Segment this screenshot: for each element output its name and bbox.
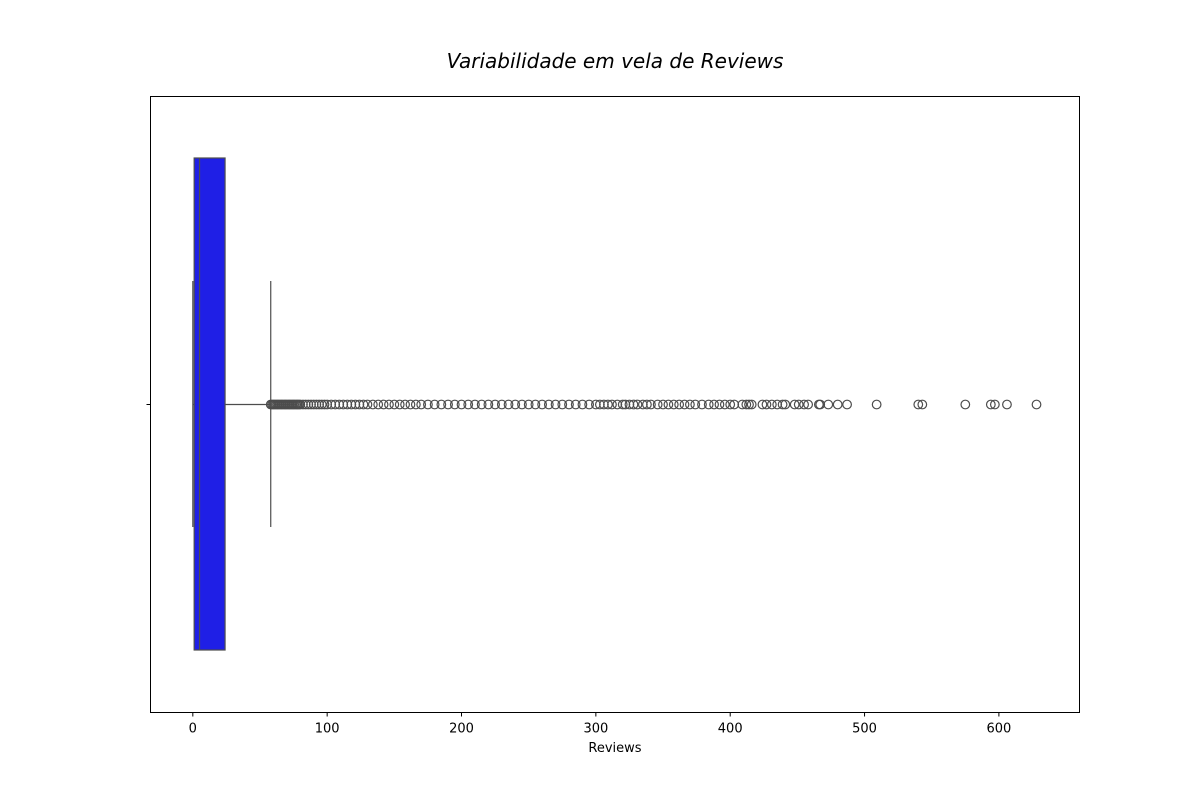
outlier-point xyxy=(449,399,460,410)
outlier-point xyxy=(496,399,507,410)
plot-area xyxy=(192,157,1042,651)
outlier-point xyxy=(714,399,725,410)
outlier-point xyxy=(757,399,768,410)
outlier-point xyxy=(510,399,521,410)
outlier-point xyxy=(628,399,639,410)
outlier-point xyxy=(577,399,588,410)
outlier-point xyxy=(1002,399,1012,410)
outlier-point xyxy=(316,399,327,410)
outlier-point xyxy=(789,399,800,410)
outlier-point xyxy=(684,399,695,410)
outlier-point xyxy=(607,399,617,410)
outlier-point xyxy=(652,399,663,410)
outlier-point xyxy=(799,399,809,410)
outlier-point xyxy=(668,399,679,410)
x-tick-label: 500 xyxy=(852,722,877,737)
outlier-point xyxy=(530,399,541,410)
x-tick-label: 600 xyxy=(986,722,1011,737)
outlier-point xyxy=(358,399,369,410)
outlier-point xyxy=(658,399,668,410)
outlier-point xyxy=(603,399,613,410)
outlier-point xyxy=(517,399,527,410)
outlier-point xyxy=(690,399,701,410)
outlier-point xyxy=(617,399,628,410)
outlier-point xyxy=(917,399,928,410)
outlier-point xyxy=(989,399,1000,410)
outlier-point xyxy=(823,399,834,410)
outlier-point xyxy=(416,399,427,410)
outlier-point xyxy=(463,399,474,410)
outlier-point xyxy=(913,399,924,410)
outlier-point xyxy=(679,399,690,410)
x-tick-label: 300 xyxy=(583,722,608,737)
x-tick-label: 100 xyxy=(315,722,340,737)
outlier-point xyxy=(550,399,561,410)
x-axis-title: Reviews xyxy=(588,741,641,756)
outlier-point xyxy=(725,399,736,410)
outlier-point xyxy=(871,399,882,410)
outlier-point xyxy=(766,399,777,410)
x-tick-label: 200 xyxy=(449,722,474,737)
outlier-point xyxy=(780,399,791,410)
outlier-point xyxy=(803,399,814,410)
outlier-point xyxy=(761,399,772,410)
outlier-point xyxy=(741,399,752,410)
x-tick-label: 400 xyxy=(718,722,743,737)
outlier-point xyxy=(564,399,574,410)
outlier-point xyxy=(423,399,433,410)
outlier-point xyxy=(737,399,748,410)
x-axis: 0 100 200 300 400 500 600 xyxy=(146,404,1011,737)
outlier-point xyxy=(570,399,581,410)
outlier-point xyxy=(400,399,410,410)
outlier-point xyxy=(410,399,421,410)
outlier-point xyxy=(470,399,480,410)
outlier-point xyxy=(405,399,416,410)
outlier-point xyxy=(744,399,754,410)
outlier-point xyxy=(319,399,330,410)
outlier-point xyxy=(537,399,548,410)
outlier-point xyxy=(523,399,534,410)
outlier-point xyxy=(777,399,788,410)
outlier-point xyxy=(389,399,400,410)
chart-title: Variabilidade em vela de Reviews xyxy=(447,49,784,73)
outlier-point xyxy=(746,399,757,410)
outlier-point xyxy=(436,399,447,410)
outlier-point xyxy=(842,399,852,410)
outlier-point xyxy=(985,399,996,410)
outlier-point xyxy=(557,399,568,410)
outlier-point xyxy=(503,399,514,410)
outlier-point xyxy=(476,399,487,410)
outlier-point xyxy=(362,399,373,410)
outlier-point xyxy=(456,399,467,410)
x-tick-label: 0 xyxy=(189,722,197,737)
outlier-point xyxy=(443,399,453,410)
outlier-point xyxy=(584,399,595,410)
outlier-point xyxy=(483,399,494,410)
outlier-point xyxy=(663,399,674,410)
outlier-point xyxy=(373,399,384,410)
outlier-point xyxy=(1031,399,1042,410)
outlier-point xyxy=(793,399,804,410)
iqr-box xyxy=(193,157,226,651)
outlier-point xyxy=(832,399,843,410)
outlier-point xyxy=(490,399,500,410)
outlier-point xyxy=(960,399,971,410)
outlier-point xyxy=(543,399,554,410)
outlier-point xyxy=(703,399,714,410)
outlier-point xyxy=(378,399,389,410)
outlier-point xyxy=(697,399,707,410)
outlier-point xyxy=(709,399,719,410)
outlier-point xyxy=(719,399,730,410)
outlier-point xyxy=(632,399,643,410)
outlier-point xyxy=(384,399,394,410)
outlier-point xyxy=(642,399,652,410)
outlier-point xyxy=(394,399,405,410)
outlier-point xyxy=(429,399,440,410)
outlier-point xyxy=(367,399,378,410)
outlier-point xyxy=(674,399,685,410)
outlier-point xyxy=(646,399,656,410)
